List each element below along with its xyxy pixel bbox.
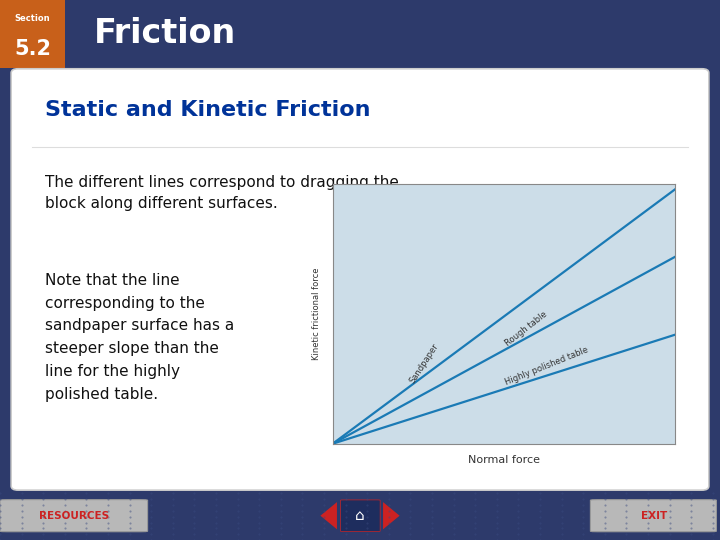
FancyBboxPatch shape bbox=[590, 500, 716, 532]
Text: Highly polished table: Highly polished table bbox=[504, 345, 590, 387]
Text: Note that the line
corresponding to the
sandpaper surface has a
steeper slope th: Note that the line corresponding to the … bbox=[45, 273, 235, 402]
Text: The different lines correspond to dragging the
block along different surfaces.: The different lines correspond to draggi… bbox=[45, 175, 399, 211]
Polygon shape bbox=[320, 502, 337, 529]
Text: Rough table: Rough table bbox=[504, 309, 549, 348]
FancyBboxPatch shape bbox=[12, 69, 708, 490]
FancyBboxPatch shape bbox=[341, 500, 380, 531]
Text: Sandpaper: Sandpaper bbox=[408, 342, 441, 385]
Text: Normal force: Normal force bbox=[468, 455, 540, 465]
Text: EXIT: EXIT bbox=[641, 511, 667, 521]
Text: Static and Kinetic Friction: Static and Kinetic Friction bbox=[45, 100, 371, 120]
FancyBboxPatch shape bbox=[0, 0, 65, 68]
Text: Friction: Friction bbox=[94, 17, 236, 50]
Text: RESOURCES: RESOURCES bbox=[39, 511, 109, 521]
Text: 5.2: 5.2 bbox=[14, 38, 51, 59]
Text: Kinetic Frictional Forces v. Normal Force: Kinetic Frictional Forces v. Normal Forc… bbox=[392, 169, 615, 179]
FancyBboxPatch shape bbox=[0, 500, 148, 532]
Text: Section: Section bbox=[14, 15, 50, 23]
Text: Kinetic frictional force: Kinetic frictional force bbox=[312, 268, 321, 360]
Text: ⌂: ⌂ bbox=[355, 508, 365, 523]
Polygon shape bbox=[383, 502, 400, 529]
